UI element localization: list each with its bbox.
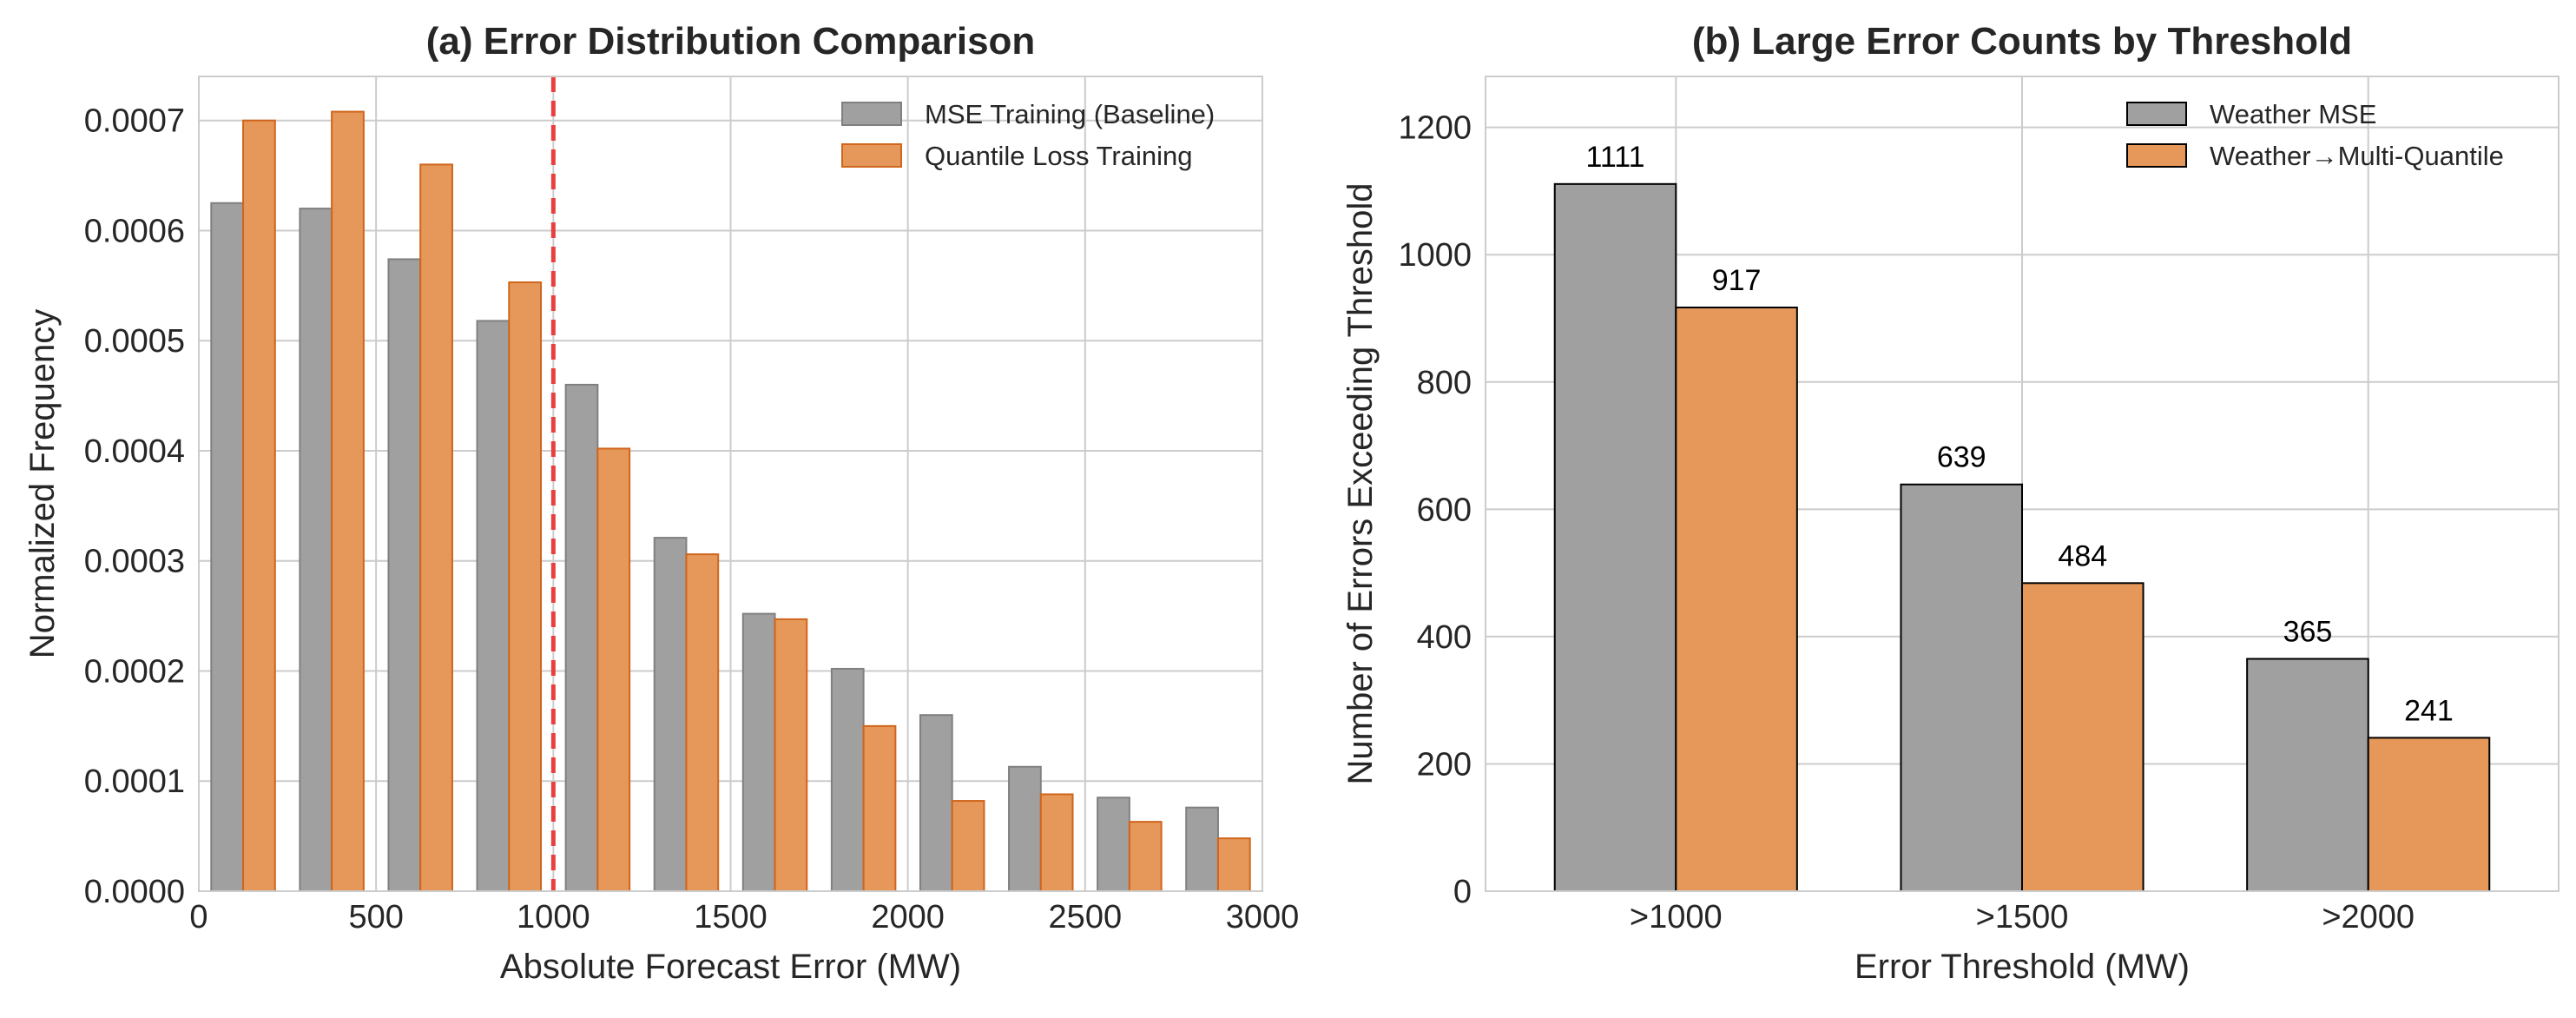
panel-b-x-axis-label: Error Threshold (MW) [1855,948,2190,986]
panel-a-bar-series-0 [1185,806,1219,892]
panel-a-bar-series-1 [596,447,631,893]
legend-swatch-weather-multi-quantile [2126,143,2187,168]
panel-b-y-tick-label: 800 [1417,365,1472,401]
panel-a-y-tick-label: 0.0004 [84,433,185,470]
panel-b-bar-series-1 [2367,737,2491,893]
panel-a-y-tick-label: 0.0005 [84,323,185,360]
panel-b-value-label: 241 [2404,694,2454,727]
panel-b-value-label: 639 [1937,441,1986,474]
panel-a-bar-series-1 [685,553,720,892]
panel-a-legend: MSE Training (Baseline) Quantile Loss Tr… [841,99,1215,171]
panel-b-bar-series-1 [2021,582,2144,892]
panel-a-bars [210,110,1251,893]
panel-a-bar-series-1 [1216,837,1251,892]
panel-b-bar-series-0 [2246,658,2369,892]
panel-a-title: (a) Error Distribution Comparison [426,20,1036,63]
legend-label-quantile-loss-training: Quantile Loss Training [925,141,1192,171]
panel-a-bar-series-0 [919,714,953,893]
panel-a-y-axis-label: Normalized Frequency [23,309,62,658]
panel-b-title: (b) Large Error Counts by Threshold [1692,20,2352,63]
panel-b-x-tick-label: >2000 [2322,899,2415,935]
panel-b-y-ticks: 0 200 400 600 800 1000 1200 [1398,110,1472,910]
panel-b-y-tick-label: 1000 [1398,237,1472,274]
panel-a-bar-series-0 [830,667,865,892]
panel-b-value-labels: 1111 639 365 917 484 241 [1585,141,2453,728]
panel-b-large-error-counts: 1111 639 365 917 484 241 >1000 >1500 >2000 0 200… [1341,20,2560,986]
panel-b-y-tick-label: 200 [1417,746,1472,783]
panel-a-x-tick-label: 2000 [871,899,945,935]
panel-a-y-tick-label: 0.0000 [84,874,185,910]
panel-b-y-tick-label: 400 [1417,619,1472,656]
legend-swatch-quantile-loss-training [841,143,902,168]
legend-label-weather-multi-quantile: Weather→Multi-Quantile [2210,141,2504,171]
panel-a-frame [198,76,1263,892]
panel-a-bar-series-0 [653,537,688,893]
panel-a-bar-series-1 [419,163,453,893]
panel-a-x-tick-label: 3000 [1226,899,1300,935]
panel-a-bar-series-1 [242,119,276,892]
panel-a-x-ticks: 0 500 1000 1500 2000 2500 3000 [189,899,1299,935]
panel-a-y-tick-label: 0.0001 [84,764,185,800]
panel-a-y-tick-label: 0.0007 [84,103,185,140]
panel-a-bar-series-0 [387,258,422,893]
panel-a-y-tick-label: 0.0003 [84,544,185,580]
panel-b-x-ticks: >1000 >1500 >2000 [1630,899,2415,935]
legend-swatch-weather-mse [2126,102,2187,126]
panel-a-x-tick-label: 1500 [694,899,768,935]
panel-a-bar-series-0 [564,383,599,892]
legend-swatch-mse-training [841,102,902,126]
panel-b-bar-series-1 [1675,307,1798,892]
legend-label-mse-training: MSE Training (Baseline) [925,99,1215,129]
panel-a-bar-series-1 [331,110,365,893]
panel-a-x-tick-label: 0 [189,899,208,935]
panel-b-y-axis-label: Number of Errors Exceeding Threshold [1341,183,1380,785]
panel-b-x-tick-label: >1500 [1976,899,2069,935]
panel-b-y-tick-label: 1200 [1398,110,1472,147]
panel-b-y-tick-label: 600 [1417,492,1472,528]
panel-a-y-ticks: 0.0000 0.0001 0.0002 0.0003 0.0004 0.0005 0.00… [84,103,185,910]
panel-a-gridlines [198,76,1263,892]
panel-a-bar-series-1 [951,800,985,892]
panel-b-value-label: 1111 [1585,141,1644,174]
panel-b-bar-series-0 [1553,182,1677,892]
panel-a-bar-series-0 [1097,797,1130,893]
panel-a-bar-series-1 [774,618,808,893]
panel-a-error-distribution: 0 500 1000 1500 2000 2500 3000 0.00000.00010.0… [23,20,1299,986]
panel-b-value-label: 365 [2283,616,2333,649]
panel-a-x-axis-label: Absolute Forecast Error (MW) [500,948,961,986]
panel-a-y-tick-label: 0.0002 [84,653,185,690]
panel-b-bars [1553,182,2491,893]
panel-a-y-tick-label: 0.0006 [84,213,185,249]
legend-label-weather-mse: Weather MSE [2210,99,2376,129]
panel-a-bar-series-0 [1008,765,1042,893]
panel-a-bar-series-0 [299,208,333,893]
panel-b-y-tick-label: 0 [1453,874,1472,910]
panel-b-frame [1485,76,2560,892]
panel-a-bar-series-1 [1039,793,1074,892]
panel-a-x-tick-label: 1000 [517,899,590,935]
panel-a-bar-series-1 [1128,821,1163,893]
panel-a-x-tick-label: 2500 [1049,899,1123,935]
panel-b-x-tick-label: >1000 [1630,899,1723,935]
panel-b-value-label: 917 [1712,264,1762,297]
panel-a-x-tick-label: 500 [348,899,403,935]
panel-b-value-label: 484 [2058,539,2107,572]
panel-a-bar-series-0 [741,612,776,893]
panel-a-bar-series-0 [210,202,245,892]
panel-a-bar-series-1 [862,724,897,892]
panel-a-bar-series-0 [476,320,511,892]
panel-b-bar-series-0 [1900,483,2024,892]
panel-b-legend: Weather MSE Weather→Multi-Quantile [2126,99,2504,171]
panel-a-bar-series-1 [508,281,543,892]
